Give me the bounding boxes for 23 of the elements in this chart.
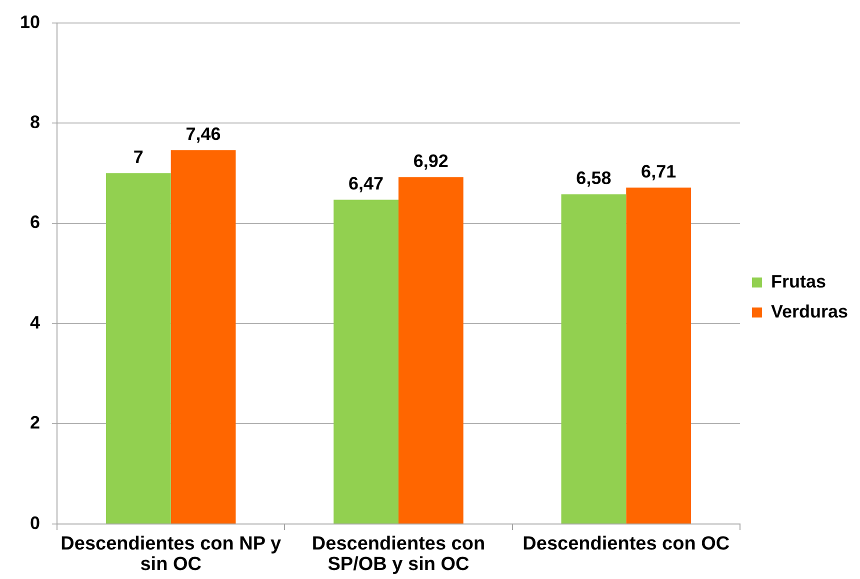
- legend-label: Verduras: [770, 301, 848, 322]
- data-label: 7,46: [186, 124, 221, 144]
- y-tick-label: 10: [20, 12, 40, 32]
- bar: [334, 200, 398, 524]
- y-tick-label: 2: [30, 412, 40, 433]
- bar: [626, 188, 692, 524]
- x-tick-label: Descendientes con NP y sin OC: [60, 533, 282, 575]
- data-label: 6,92: [413, 151, 448, 172]
- y-tick-label: 6: [30, 212, 40, 232]
- y-tick-label: 0: [30, 512, 40, 533]
- x-tick-label: Descendientes con OC: [522, 533, 730, 554]
- bar: [561, 194, 626, 524]
- y-tick-label: 8: [30, 112, 40, 132]
- data-label: 6,71: [641, 162, 676, 182]
- data-label: 6,47: [348, 174, 384, 194]
- data-label: 7: [133, 147, 144, 168]
- bar: [106, 173, 171, 524]
- bar: [398, 177, 464, 524]
- y-tick-label: 4: [30, 312, 40, 332]
- bar: [170, 150, 236, 524]
- x-tick-label: Descendientes con SP/OB y sin OC: [312, 533, 486, 575]
- legend-label: Frutas: [770, 271, 826, 292]
- data-label: 6,58: [576, 168, 612, 188]
